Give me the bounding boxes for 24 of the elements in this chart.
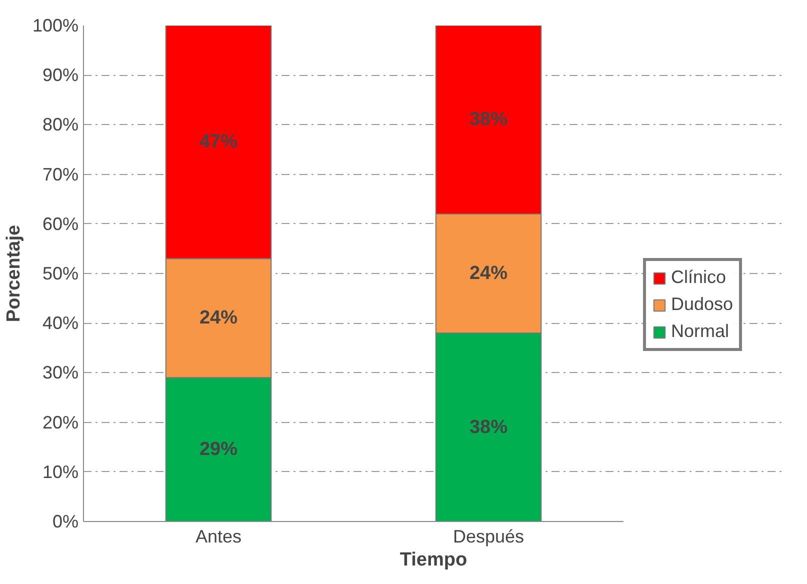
legend-label: Clínico [671, 267, 726, 288]
x-axis-title: Tiempo [400, 550, 468, 570]
data-label: 24% [199, 308, 238, 329]
data-label: 29% [199, 439, 238, 460]
y-tick-label: 0% [52, 512, 78, 532]
x-tick-label: Antes [195, 526, 242, 546]
y-tick-label: 100% [32, 16, 79, 36]
data-label: 24% [469, 263, 508, 284]
y-tick-label: 90% [42, 65, 79, 86]
legend-label: Normal [671, 321, 730, 342]
y-tick-label: 20% [42, 412, 79, 432]
y-tick-label: 60% [42, 214, 79, 234]
y-tick-label: 70% [42, 164, 79, 184]
legend-label: Dudoso [671, 294, 734, 315]
y-tick-label: 30% [42, 362, 79, 383]
data-label: 38% [469, 416, 508, 438]
y-tick-label: 80% [42, 114, 79, 135]
data-label: 38% [469, 109, 508, 130]
y-tick-label: 50% [42, 264, 79, 284]
data-label: 47% [199, 132, 238, 153]
x-tick-label: Después [452, 526, 524, 546]
y-tick-label: 40% [42, 313, 79, 334]
y-axis-title: Porcentaje [3, 224, 24, 322]
y-tick-label: 10% [42, 462, 79, 482]
